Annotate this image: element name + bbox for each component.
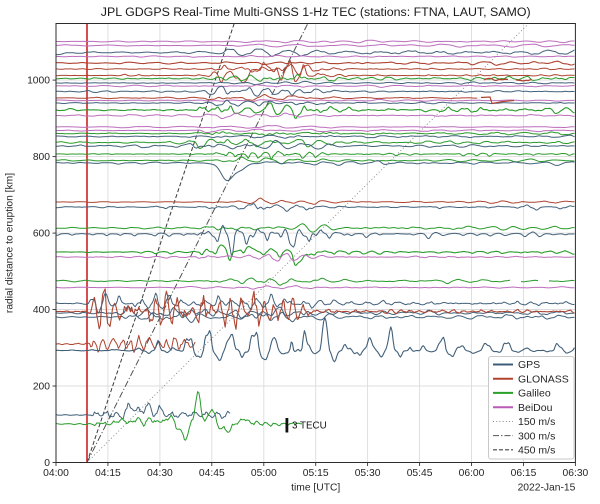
svg-text:BeiDou: BeiDou bbox=[518, 402, 553, 414]
svg-text:04:15: 04:15 bbox=[95, 468, 121, 479]
svg-text:time [UTC]: time [UTC] bbox=[291, 483, 340, 494]
svg-text:06:00: 06:00 bbox=[459, 468, 485, 479]
svg-text:2022-Jan-15: 2022-Jan-15 bbox=[518, 483, 576, 494]
svg-text:04:30: 04:30 bbox=[147, 468, 173, 479]
svg-text:JPL GDGPS Real-Time Multi-GNSS: JPL GDGPS Real-Time Multi-GNSS 1-Hz TEC … bbox=[101, 5, 531, 19]
svg-text:150 m/s: 150 m/s bbox=[518, 416, 555, 428]
svg-text:3 TECU: 3 TECU bbox=[292, 421, 327, 432]
svg-text:400: 400 bbox=[33, 305, 50, 316]
svg-text:0: 0 bbox=[44, 458, 50, 469]
svg-text:Galileo: Galileo bbox=[518, 388, 551, 400]
svg-text:GPS: GPS bbox=[518, 359, 540, 371]
svg-text:radial distance to eruption [k: radial distance to eruption [km] bbox=[5, 173, 16, 313]
svg-text:06:15: 06:15 bbox=[511, 468, 537, 479]
svg-text:05:30: 05:30 bbox=[355, 468, 381, 479]
svg-text:04:00: 04:00 bbox=[43, 468, 69, 479]
svg-text:GLONASS: GLONASS bbox=[518, 373, 569, 385]
svg-text:300 m/s: 300 m/s bbox=[518, 430, 555, 442]
svg-text:200: 200 bbox=[33, 382, 50, 393]
svg-text:05:00: 05:00 bbox=[251, 468, 277, 479]
svg-text:1000: 1000 bbox=[27, 76, 50, 87]
svg-text:04:45: 04:45 bbox=[199, 468, 225, 479]
svg-text:06:30: 06:30 bbox=[563, 468, 589, 479]
svg-text:600: 600 bbox=[33, 229, 50, 240]
svg-text:05:15: 05:15 bbox=[303, 468, 329, 479]
svg-text:450 m/s: 450 m/s bbox=[518, 445, 555, 457]
svg-text:05:45: 05:45 bbox=[407, 468, 433, 479]
svg-text:800: 800 bbox=[33, 152, 50, 163]
